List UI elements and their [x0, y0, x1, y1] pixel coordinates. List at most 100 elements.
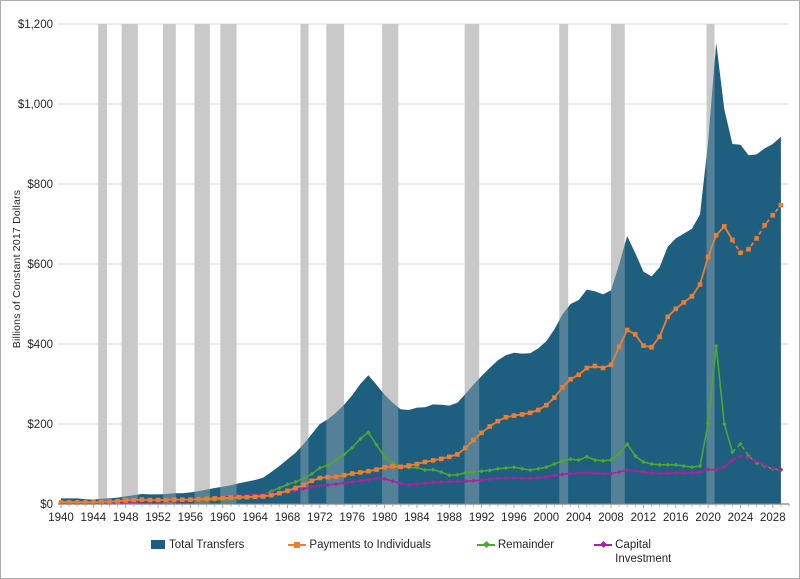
- x-tick-label: 2000: [534, 512, 560, 524]
- remainder-marker: [422, 467, 428, 473]
- x-tick-label: 1944: [81, 512, 107, 524]
- payments-to-individuals-marker: [471, 437, 476, 443]
- payments-to-individuals-marker: [624, 327, 630, 333]
- remainder-marker: [592, 457, 598, 463]
- payments-to-individuals-marker: [99, 499, 104, 505]
- payments-to-individuals-marker: [366, 468, 371, 474]
- capital-investment-marker: [746, 455, 751, 461]
- capital-investment-marker: [398, 481, 403, 486]
- payments-to-individuals-marker: [584, 365, 590, 371]
- remainder-marker: [479, 469, 484, 474]
- payments-to-individuals-marker: [673, 306, 679, 312]
- x-tick-label: 1952: [145, 512, 171, 524]
- payments-to-individuals-marker: [479, 430, 484, 436]
- capital-investment-marker: [463, 479, 468, 484]
- capital-investment-marker: [778, 467, 784, 472]
- y-tick-label: $1,200: [18, 19, 53, 31]
- payments-to-individuals-marker: [527, 410, 533, 416]
- payments-to-individuals-marker: [115, 498, 120, 504]
- capital-investment-marker: [600, 471, 606, 476]
- capital-investment-marker: [697, 469, 703, 475]
- payments-to-individuals-marker: [633, 332, 638, 337]
- capital-investment-marker: [471, 478, 476, 483]
- x-tick-label: 2016: [663, 512, 689, 524]
- capital-investment-marker: [592, 471, 598, 476]
- y-tick-label: $200: [27, 419, 53, 431]
- capital-investment-marker: [430, 480, 436, 485]
- capital-investment-marker: [487, 477, 492, 482]
- capital-investment-marker: [495, 476, 500, 481]
- remainder-marker: [528, 467, 533, 473]
- capital-investment-marker: [665, 471, 670, 476]
- payments-to-individuals-marker: [188, 497, 193, 502]
- remainder-marker: [625, 441, 630, 447]
- payments-to-individuals-marker: [730, 237, 735, 243]
- payments-to-individuals-marker: [560, 384, 565, 390]
- payments-to-individuals-marker: [390, 464, 395, 469]
- x-tick-label: 1984: [404, 512, 430, 524]
- remainder-line-swatch-icon: [476, 538, 495, 552]
- legend-item-payments: Payments to Individuals: [288, 538, 431, 552]
- remainder-marker: [309, 471, 314, 477]
- payments-to-individuals-marker: [358, 470, 363, 475]
- remainder-marker: [301, 476, 306, 481]
- capital-investment-marker: [625, 467, 630, 473]
- x-tick-label: 1956: [178, 512, 204, 524]
- remainder-marker: [495, 466, 500, 471]
- payments-to-individuals-marker: [552, 395, 557, 400]
- capital-investment-marker: [422, 481, 428, 486]
- payments-to-individuals-marker: [616, 344, 622, 350]
- payments-to-individuals-marker: [665, 314, 670, 320]
- payments-to-individuals-marker: [91, 500, 96, 505]
- capital-investment-marker: [439, 479, 444, 485]
- capital-investment-marker: [649, 471, 654, 476]
- capital-investment-marker: [317, 483, 322, 489]
- capital-investment-marker: [560, 472, 565, 477]
- recession-band: [559, 24, 569, 504]
- payments-to-individuals-marker: [778, 202, 784, 208]
- payments-to-individuals-marker: [430, 458, 436, 463]
- remainder-marker: [455, 472, 460, 477]
- payments-to-individuals-marker: [535, 407, 541, 413]
- capital-investment-marker: [705, 467, 711, 472]
- payments-to-individuals-marker: [252, 494, 258, 500]
- capital-investment-marker: [681, 471, 686, 476]
- payments-to-individuals-marker: [697, 282, 703, 287]
- remainder-marker: [341, 452, 347, 457]
- payments-to-individuals-marker: [649, 344, 654, 350]
- payments-to-individuals-marker: [713, 232, 719, 238]
- remainder-marker: [439, 469, 444, 475]
- payments-to-individuals-marker: [641, 343, 646, 348]
- x-tick-label: 1964: [242, 512, 268, 524]
- remainder-marker: [697, 463, 703, 469]
- remainder-marker: [738, 441, 743, 447]
- capital-investment-marker: [657, 471, 662, 476]
- payments-to-individuals-marker: [139, 497, 145, 502]
- payments-to-individuals-marker: [131, 497, 137, 503]
- remainder-marker: [463, 470, 468, 475]
- payments-to-individuals-marker: [155, 497, 161, 503]
- remainder-marker: [358, 436, 363, 441]
- payments-to-individuals-marker: [746, 246, 751, 252]
- capital-investment-marker: [568, 471, 573, 476]
- remainder-marker: [325, 463, 331, 468]
- remainder-marker: [317, 465, 322, 471]
- recession-band-overlay: [706, 42, 715, 504]
- capital-investment-marker: [309, 485, 314, 490]
- payments-to-individuals-marker: [738, 250, 743, 256]
- remainder-marker: [722, 421, 727, 427]
- payments-to-individuals-marker: [495, 418, 501, 424]
- capital-investment-marker: [536, 475, 541, 480]
- remainder-marker: [511, 465, 517, 470]
- payments-to-individuals-marker: [689, 294, 695, 299]
- remainder-marker: [600, 458, 606, 463]
- payments-to-individuals-marker: [770, 212, 776, 218]
- remainder-marker: [414, 465, 420, 470]
- payments-to-individuals-marker: [463, 445, 468, 451]
- payments-to-individuals-marker: [519, 412, 525, 417]
- remainder-marker: [616, 451, 622, 457]
- remainder-marker: [333, 457, 339, 463]
- capital-investment-marker: [341, 481, 347, 486]
- payments-to-individuals-marker: [382, 464, 387, 470]
